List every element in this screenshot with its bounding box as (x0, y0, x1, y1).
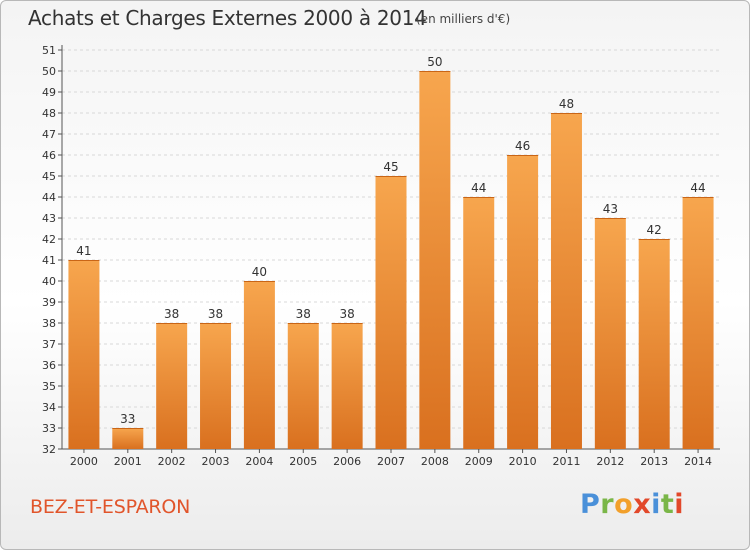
y-tick-label: 39 (42, 296, 56, 309)
x-tick-label: 2005 (289, 455, 317, 468)
value-label: 44 (471, 181, 486, 195)
value-label: 41 (76, 244, 91, 258)
bar-2008 (419, 71, 451, 449)
bar-2011 (550, 113, 582, 449)
y-tick-label: 46 (42, 149, 56, 162)
value-label: 43 (603, 202, 618, 216)
x-tick-label: 2011 (552, 455, 580, 468)
y-tick-label: 49 (42, 86, 56, 99)
x-tick-label: 2002 (158, 455, 186, 468)
y-tick-label: 41 (42, 254, 56, 267)
y-tick-label: 35 (42, 380, 56, 393)
bar-2005 (287, 323, 319, 449)
value-label: 38 (296, 307, 311, 321)
y-tick-label: 47 (42, 128, 56, 141)
bar-2014 (682, 197, 714, 449)
value-label: 42 (647, 223, 662, 237)
y-tick-label: 40 (42, 275, 56, 288)
bar-2013 (638, 239, 670, 449)
bar-2010 (507, 155, 539, 449)
value-label: 46 (515, 139, 530, 153)
chart-title: Achats et Charges Externes 2000 à 2014 (28, 6, 427, 30)
value-label: 38 (164, 307, 179, 321)
x-tick-label: 2007 (377, 455, 405, 468)
bar-2012 (594, 218, 626, 449)
x-tick-label: 2009 (465, 455, 493, 468)
y-tick-label: 32 (42, 443, 56, 456)
proxiti-logo: Proxiti (580, 489, 685, 520)
y-tick-label: 36 (42, 359, 56, 372)
bar-2009 (463, 197, 495, 449)
x-tick-label: 2003 (202, 455, 230, 468)
y-tick-label: 38 (42, 317, 56, 330)
bar-2001 (112, 428, 144, 449)
x-tick-label: 2008 (421, 455, 449, 468)
y-tick-label: 42 (42, 233, 56, 246)
value-label: 45 (383, 160, 398, 174)
place-name: BEZ-ET-ESPARON (30, 496, 191, 518)
value-label: 50 (427, 55, 442, 69)
value-label: 38 (208, 307, 223, 321)
y-tick-label: 45 (42, 170, 56, 183)
y-tick-label: 34 (42, 401, 56, 414)
y-tick-label: 48 (42, 107, 56, 120)
value-label: 38 (339, 307, 354, 321)
x-tick-label: 2014 (684, 455, 712, 468)
x-tick-label: 2006 (333, 455, 361, 468)
bar-2006 (331, 323, 363, 449)
y-tick-label: 43 (42, 212, 56, 225)
y-tick-label: 50 (42, 65, 56, 78)
value-label: 40 (252, 265, 267, 279)
y-tick-label: 37 (42, 338, 56, 351)
bar-2004 (243, 281, 275, 449)
y-tick-label: 51 (42, 44, 56, 57)
value-label: 44 (690, 181, 705, 195)
bar-2000 (68, 260, 100, 449)
bar-2002 (156, 323, 188, 449)
y-tick-label: 44 (42, 191, 56, 204)
x-tick-label: 2010 (509, 455, 537, 468)
x-tick-label: 2013 (640, 455, 668, 468)
bar-2003 (200, 323, 232, 449)
x-tick-label: 2004 (245, 455, 273, 468)
value-label: 33 (120, 412, 135, 426)
chart-unit: (en milliers d'€) (416, 12, 511, 26)
value-label: 48 (559, 97, 574, 111)
x-tick-label: 2000 (70, 455, 98, 468)
x-tick-label: 2001 (114, 455, 142, 468)
x-tick-label: 2012 (596, 455, 624, 468)
bar-2007 (375, 176, 407, 449)
y-tick-label: 33 (42, 422, 56, 435)
